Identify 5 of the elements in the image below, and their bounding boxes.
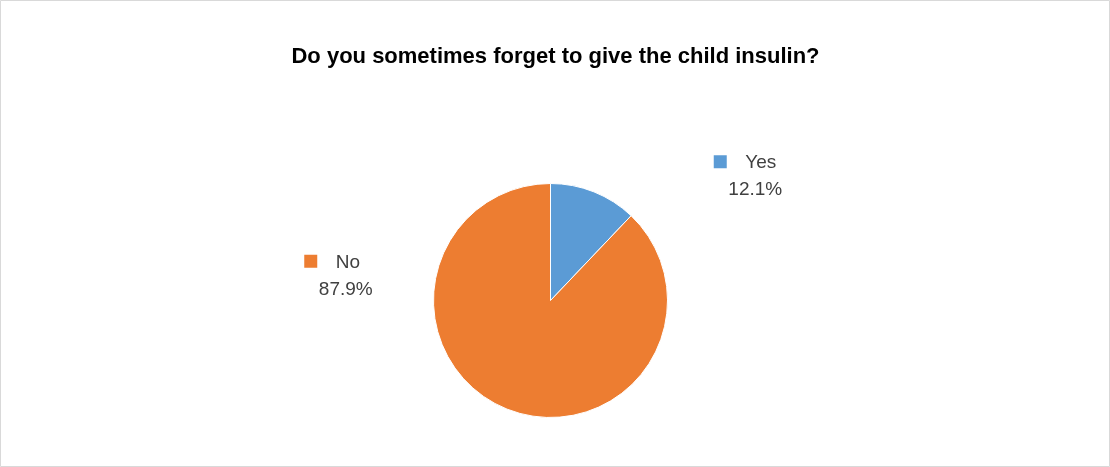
data-label: 87.9% (318, 277, 373, 299)
legend-label: Yes (745, 151, 777, 173)
data-label: 12.1% (728, 178, 783, 200)
legend-label: No (335, 250, 361, 272)
chart-title: Do you sometimes forget to give the child insulin? (291, 43, 820, 68)
